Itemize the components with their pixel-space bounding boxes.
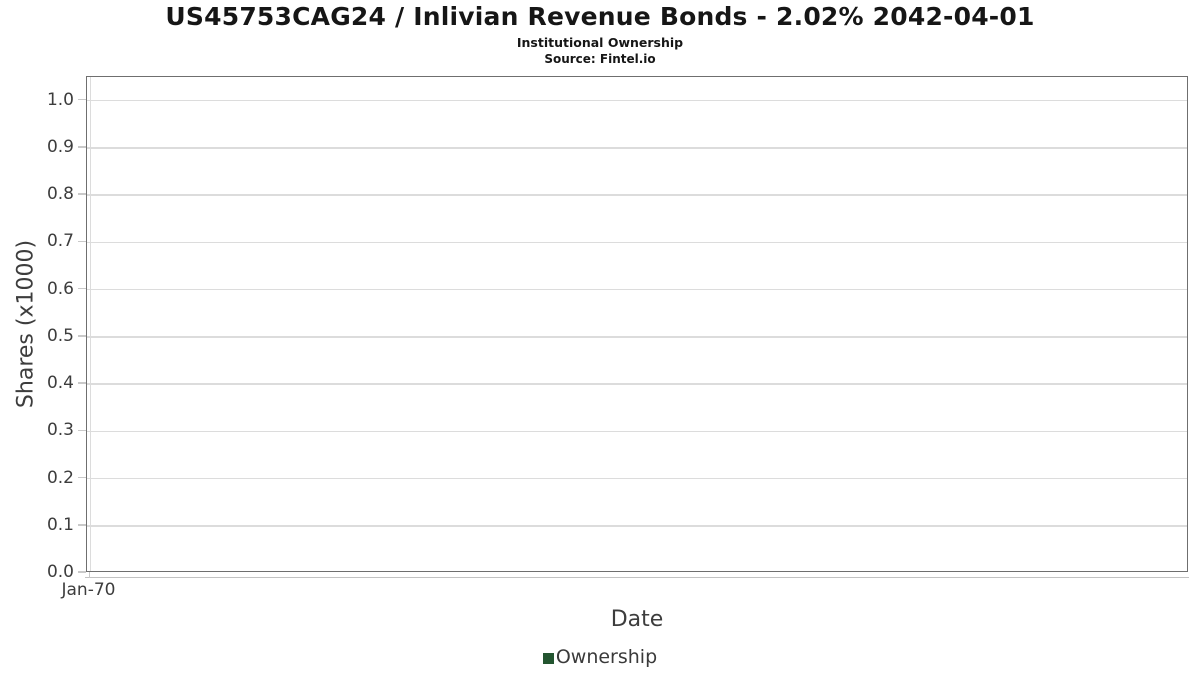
y-axis-tick — [78, 335, 86, 337]
legend-label: Ownership — [555, 646, 658, 668]
legend-swatch-icon — [542, 652, 554, 664]
y-axis-tick — [78, 429, 86, 432]
x-axis-line — [85, 576, 1189, 578]
gridline-horizontal — [87, 99, 1187, 102]
y-axis-tick — [78, 193, 86, 195]
y-axis-tick — [78, 146, 86, 148]
x-axis-title: Date — [610, 607, 664, 632]
x-tick-label: Jan-70 — [61, 580, 116, 600]
y-tick-label: 0.9 — [46, 136, 74, 157]
y-tick-label: 1.0 — [46, 89, 74, 110]
chart-subtitle: Institutional Ownership — [516, 35, 684, 50]
y-axis-tick — [78, 476, 86, 479]
y-axis-tick — [78, 524, 86, 526]
y-tick-label: 0.5 — [46, 325, 74, 346]
y-tick-label: 0.6 — [46, 278, 74, 299]
legend-item-ownership[interactable]: Ownership — [542, 646, 658, 668]
gridline-horizontal — [87, 241, 1187, 244]
y-tick-label: 0.2 — [46, 467, 74, 488]
y-tick-label: 0.3 — [46, 420, 74, 441]
y-tick-label: 0.0 — [46, 562, 74, 582]
chart-title: US45753CAG24 / Inlivian Revenue Bonds - … — [165, 2, 1035, 31]
gridline-horizontal — [87, 430, 1187, 433]
gridline-horizontal — [87, 477, 1187, 480]
plot-area — [86, 76, 1188, 572]
y-axis-tick — [78, 382, 86, 384]
y-tick-label: 0.1 — [46, 514, 74, 535]
gridline-horizontal — [87, 194, 1187, 196]
y-axis-tick — [78, 98, 86, 101]
gridline-horizontal — [87, 336, 1187, 338]
y-tick-label: 0.8 — [46, 184, 74, 205]
gridline-horizontal — [87, 525, 1187, 527]
chart-source-note: Source: Fintel.io — [544, 52, 656, 66]
chart-legend: Ownership — [0, 646, 1200, 668]
y-axis-tick — [78, 571, 86, 573]
gridline-horizontal — [87, 383, 1187, 385]
gridline-horizontal — [87, 147, 1187, 149]
y-tick-label: 0.4 — [46, 373, 74, 394]
y-axis-tick — [78, 240, 86, 243]
gridline-horizontal — [87, 288, 1187, 291]
y-tick-label: 0.7 — [46, 231, 74, 252]
x-axis-tick — [88, 572, 90, 578]
gridline-vertical — [89, 77, 91, 571]
y-axis-tick — [78, 287, 86, 290]
